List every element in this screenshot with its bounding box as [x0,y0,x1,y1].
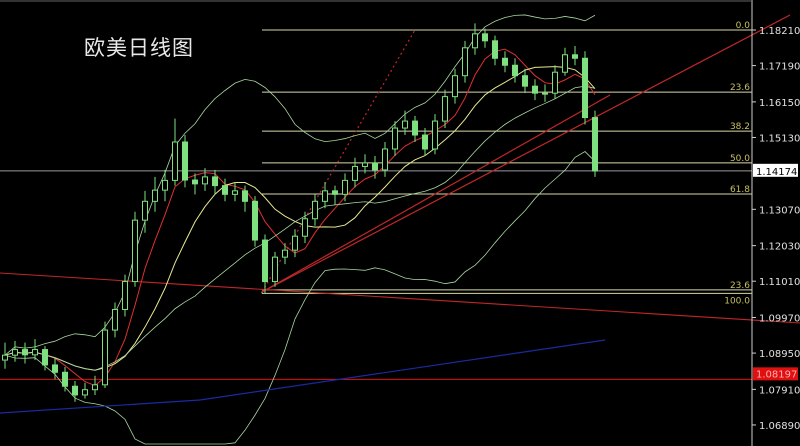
candle-body [292,235,298,251]
candle-body [472,33,478,49]
candle-body [192,179,198,185]
bollinger-lower [4,151,596,445]
candle-body [552,71,558,94]
candle-body [392,127,398,150]
candle-body [272,256,278,283]
candle-body [532,85,538,94]
candle-body [42,349,48,366]
candle-body [362,162,368,167]
candle-body [512,64,518,77]
candle-body [152,189,158,202]
y-tick-label: 1.07910 [759,385,800,396]
candle-body [412,120,418,136]
candle-body [122,281,128,310]
candle-body [352,165,358,181]
candles [2,23,598,402]
candle-body [462,47,468,77]
candle-body [452,75,458,98]
y-tick-label: 1.08950 [759,349,800,360]
y-tick-label: 1.17190 [759,62,800,73]
candle-body [322,190,328,202]
candle-body [582,57,588,119]
candle-body [142,200,148,221]
candle-body [72,385,78,396]
candle-body [182,141,188,181]
candle-body [22,349,28,356]
candle-body [282,249,288,258]
candle-body [52,364,58,373]
candle-body [202,176,208,185]
current-price-label: 1.14174 [756,167,797,178]
candle-body [592,117,598,172]
y-tick-label: 1.13070 [759,205,800,216]
trendline-up-2 [261,94,611,293]
candle-body [92,384,98,391]
trendline-long [0,272,800,324]
y-tick-label: 1.11010 [759,277,800,288]
trendline-up [261,14,791,293]
candle-body [232,190,238,195]
y-tick-label: 1.18210 [759,26,800,37]
candle-body [172,141,178,181]
candle-body [542,92,548,95]
candle-body [132,219,138,283]
ma-long-line [0,399,201,414]
candle-body [12,349,18,356]
fib-level-label: 0.0 [736,21,751,31]
y-tick-label: 1.15130 [759,133,800,144]
y-tick-label: 1.16150 [759,98,800,109]
candle-body [32,349,38,356]
candle-body [402,120,408,129]
candle-body [2,354,8,361]
candle-body [342,179,348,195]
candle-body [62,371,68,387]
candle-body [302,218,308,237]
fib-level-label: 100.0 [724,296,750,306]
candle-body [312,200,318,220]
fib-level-label: 50.0 [730,154,750,164]
fib-level-label: 23.6 [730,281,750,291]
candle-body [492,40,498,59]
ma-long-line [199,339,606,401]
y-tick-label: 1.12030 [759,242,800,253]
candle-body [162,179,168,191]
fib-level-label: 61.8 [730,185,750,195]
candle-body [422,134,428,150]
candle-body [432,120,438,150]
candle-body [482,33,488,42]
candle-body [522,75,528,87]
candle-body [252,200,258,241]
candle-body [222,185,228,195]
candle-body [372,162,378,171]
candle-body [112,308,118,331]
candle-body [382,148,388,171]
y-tick-label: 1.09970 [759,313,800,324]
candle-body [262,239,268,283]
ma-fast-line [4,48,596,387]
bollinger-upper [4,14,596,356]
current-price-badge [753,163,798,177]
candle-body [82,389,88,396]
marked-price-label: 1.08197 [756,369,797,380]
y-tick-label: 1.06890 [759,421,800,432]
chart-title: 欧美日线图 [84,36,194,60]
fib-level-label: 38.2 [730,122,750,132]
candle-body [442,96,448,122]
candle-body [332,190,338,195]
fib-level-label: 23.6 [730,83,750,93]
candle-body [102,329,108,386]
candle-body [212,176,218,187]
candle-body [562,54,568,73]
candle-body [502,57,508,66]
marked-price-badge [753,367,798,381]
candle-body [242,190,248,202]
candle-body [572,54,578,59]
